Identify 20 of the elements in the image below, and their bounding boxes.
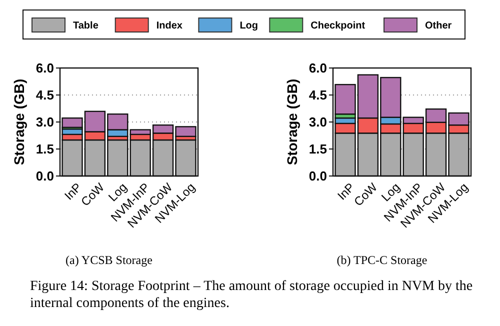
- y-tick-label: 3.0: [36, 114, 54, 130]
- y-tick-label: 6.0: [36, 60, 54, 76]
- caption: Figure 14: Storage Footprint – The amount of storage occupied in NVM by the internal components of the engines.: [30, 278, 474, 312]
- legend-label: Table: [73, 20, 99, 32]
- text: (a) YCSB Storage: [66, 253, 152, 267]
- y-tick-label: 0.0: [308, 168, 327, 184]
- y-tick-label: 1.5: [308, 142, 327, 157]
- y-axis-title: Storage (GB): [284, 78, 300, 166]
- legend-label: Log: [240, 20, 258, 32]
- legend-label: Index: [156, 20, 183, 32]
- text: (b) TPC-C Storage: [336, 253, 428, 267]
- y-tick-label: 1.5: [36, 142, 54, 157]
- y-tick-label: 4.5: [308, 88, 327, 103]
- legend-label: Checkpoint: [310, 20, 366, 32]
- legend-label: Other: [425, 20, 452, 32]
- y-tick-label: 6.0: [308, 60, 327, 76]
- y-tick-label: 3.0: [308, 114, 327, 130]
- y-axis-title: Storage (GB): [11, 78, 27, 166]
- y-tick-label: 0.0: [36, 168, 54, 184]
- y-tick-label: 4.5: [36, 88, 54, 103]
